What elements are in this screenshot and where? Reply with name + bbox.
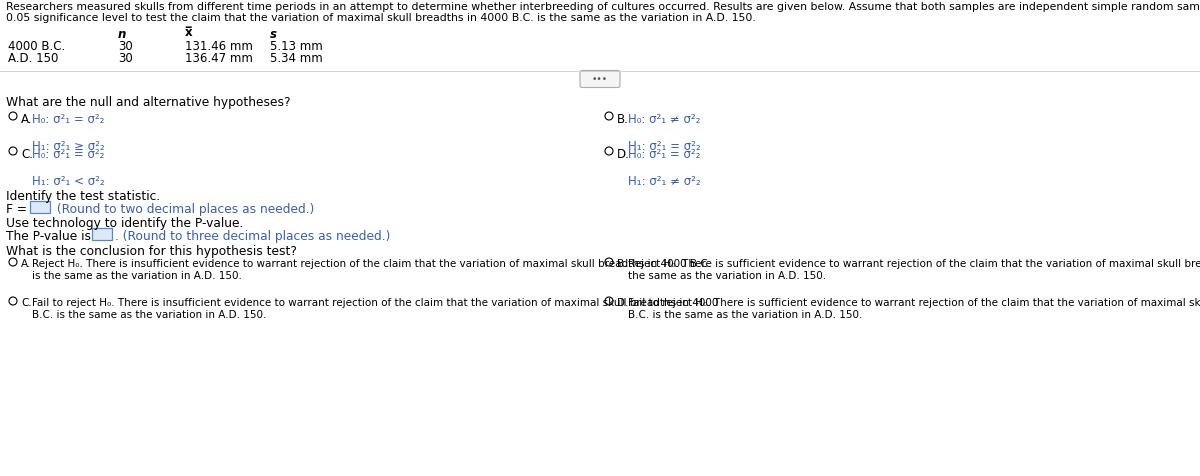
Text: H₁: σ²₁ = σ²₂: H₁: σ²₁ = σ²₂	[628, 140, 701, 153]
Text: s: s	[270, 28, 277, 41]
Text: H₀: σ²₁ = σ²₂: H₀: σ²₁ = σ²₂	[32, 113, 104, 126]
Text: 30: 30	[118, 40, 133, 53]
Text: 0.05 significance level to test the claim that the variation of maximal skull br: 0.05 significance level to test the clai…	[6, 13, 756, 23]
Text: . (Round to three decimal places as needed.): . (Round to three decimal places as need…	[115, 229, 390, 242]
Text: D.: D.	[617, 148, 630, 161]
Text: H₁: σ²₁ ≠ σ²₂: H₁: σ²₁ ≠ σ²₂	[628, 175, 701, 188]
FancyBboxPatch shape	[92, 228, 112, 240]
Text: B.C. is the same as the variation in A.D. 150.: B.C. is the same as the variation in A.D…	[628, 309, 863, 319]
Text: What are the null and alternative hypotheses?: What are the null and alternative hypoth…	[6, 96, 290, 109]
Text: B.: B.	[617, 258, 628, 268]
Text: Fail to reject H₀. There is insufficient evidence to warrant rejection of the cl: Fail to reject H₀. There is insufficient…	[32, 298, 719, 307]
Text: C.: C.	[22, 148, 34, 161]
Text: 30: 30	[118, 52, 133, 65]
Text: H₀: σ²₁ = σ²₂: H₀: σ²₁ = σ²₂	[628, 148, 701, 161]
Text: The P-value is: The P-value is	[6, 229, 95, 242]
Text: A.: A.	[22, 258, 31, 268]
Text: (Round to two decimal places as needed.): (Round to two decimal places as needed.)	[53, 203, 314, 216]
Text: H₀: σ²₁ ≠ σ²₂: H₀: σ²₁ ≠ σ²₂	[628, 113, 701, 126]
Text: A.D. 150: A.D. 150	[8, 52, 59, 65]
Text: Reject H₀. There is sufficient evidence to warrant rejection of the claim that t: Reject H₀. There is sufficient evidence …	[628, 258, 1200, 268]
Text: the same as the variation in A.D. 150.: the same as the variation in A.D. 150.	[628, 270, 826, 280]
Text: Reject H₀. There is insufficient evidence to warrant rejection of the claim that: Reject H₀. There is insufficient evidenc…	[32, 258, 712, 268]
Text: n: n	[118, 28, 126, 41]
Text: A.: A.	[22, 113, 32, 126]
Text: What is the conclusion for this hypothesis test?: What is the conclusion for this hypothes…	[6, 245, 296, 258]
Text: 131.46 mm: 131.46 mm	[185, 40, 253, 53]
Text: 4000 B.C.: 4000 B.C.	[8, 40, 65, 53]
Text: Fail to reject H₀. There is sufficient evidence to warrant rejection of the clai: Fail to reject H₀. There is sufficient e…	[628, 298, 1200, 307]
Text: H₁: σ²₁ ≥ σ²₂: H₁: σ²₁ ≥ σ²₂	[32, 140, 104, 153]
Text: Identify the test statistic.: Identify the test statistic.	[6, 189, 161, 203]
Text: Researchers measured skulls from different time periods in an attempt to determi: Researchers measured skulls from differe…	[6, 2, 1200, 12]
Text: is the same as the variation in A.D. 150.: is the same as the variation in A.D. 150…	[32, 270, 242, 280]
Text: B.C. is the same as the variation in A.D. 150.: B.C. is the same as the variation in A.D…	[32, 309, 266, 319]
Text: 5.34 mm: 5.34 mm	[270, 52, 323, 65]
Text: B.: B.	[617, 113, 629, 126]
Text: 5.13 mm: 5.13 mm	[270, 40, 323, 53]
FancyBboxPatch shape	[30, 201, 50, 214]
FancyBboxPatch shape	[580, 71, 620, 89]
Text: C.: C.	[22, 298, 31, 307]
Text: F =: F =	[6, 203, 31, 216]
Text: 136.47 mm: 136.47 mm	[185, 52, 253, 65]
Text: D.: D.	[617, 298, 629, 307]
Text: H₁: σ²₁ < σ²₂: H₁: σ²₁ < σ²₂	[32, 175, 104, 188]
Text: Use technology to identify the P-value.: Use technology to identify the P-value.	[6, 217, 244, 229]
Text: x̅: x̅	[185, 26, 193, 39]
Text: •••: •••	[592, 75, 608, 84]
Text: H₀: σ²₁ = σ²₂: H₀: σ²₁ = σ²₂	[32, 148, 104, 161]
